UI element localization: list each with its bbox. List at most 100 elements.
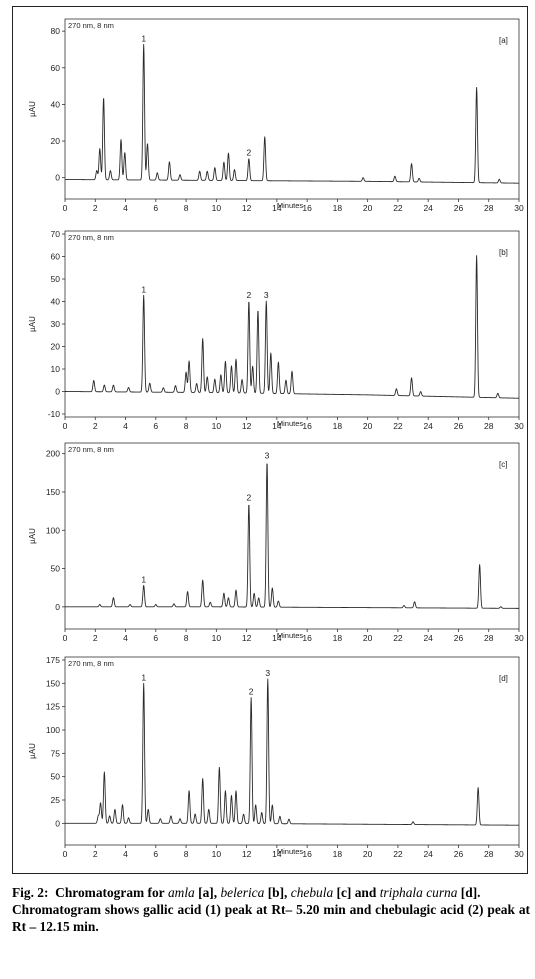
panel-3-x-tick-label: 4: [123, 633, 128, 643]
caption-label-a: [a],: [198, 885, 218, 900]
panel-3-y-tick-label: 100: [46, 525, 60, 535]
panel-1-x-tick-label: 6: [153, 203, 158, 213]
panel-4-panel-label: [d]: [499, 674, 508, 683]
panel-2-plot-frame: [64, 230, 520, 418]
panel-1-x-tick-label: 2: [93, 203, 98, 213]
panel-4-x-tick-label: 12: [242, 849, 252, 859]
panel-1-peak-label: 2: [247, 148, 252, 158]
panel-1-x-tick-label: 24: [423, 203, 433, 213]
panel-3-x-tick-label: 30: [514, 633, 524, 643]
panel-4-x-tick-label: 8: [184, 849, 189, 859]
panel-4-y-tick-label: 125: [46, 702, 60, 712]
caption-description: Chromatogram shows gallic acid (1) peak …: [12, 902, 530, 934]
panel-1-x-axis-label: Minutes: [277, 201, 304, 210]
panel-1-plot-frame: [64, 18, 520, 200]
panel-4-x-tick-label: 4: [123, 849, 128, 859]
panel-1-x-tick-label: 8: [184, 203, 189, 213]
panel-4-y-tick-label: 50: [51, 772, 61, 782]
panel-3-x-tick-label: 8: [184, 633, 189, 643]
panel-3-x-tick-label: 28: [484, 633, 494, 643]
panel-1-y-tick-label: 60: [51, 63, 61, 73]
panel-3-x-tick-label: 10: [212, 633, 222, 643]
panel-2-x-tick-label: 6: [153, 421, 158, 431]
panel-1-x-tick-label: 16: [302, 203, 312, 213]
panel-4-x-tick-label: 20: [363, 849, 373, 859]
panel-1-x-tick-label: 14: [272, 203, 282, 213]
panel-4-x-tick-label: 0: [63, 849, 68, 859]
figure-frame: 0 20 40 60 80 0 2 4 6 8 10 12 14 16 18 20 22 24 26 28 30 Minu…: [12, 6, 528, 874]
panel-4-y-tick-label: 100: [46, 725, 60, 735]
panel-4-y-axis-label: µAU: [28, 743, 37, 759]
panel-1-y-tick-label: 0: [55, 173, 60, 183]
panel-2-x-tick-label: 26: [454, 421, 464, 431]
panel-2-x-tick-label: 28: [484, 421, 494, 431]
panel-2-x-tick-label: 24: [423, 421, 433, 431]
panel-2-y-tick-label: 30: [51, 319, 61, 329]
panel-3-x-tick-label: 16: [302, 633, 312, 643]
panel-2-x-tick-label: 18: [333, 421, 343, 431]
panel-3-x-tick-label: 24: [423, 633, 433, 643]
panel-2-y-tick-label: 50: [51, 274, 61, 284]
panel-2-y-axis-label: µAU: [28, 316, 37, 332]
panel-1-panel-label: [a]: [499, 36, 508, 45]
panel-2-x-tick-label: 14: [272, 421, 282, 431]
panel-1-y-tick-label: 20: [51, 136, 61, 146]
panel-1-x-tick-label: 18: [333, 203, 343, 213]
panel-3-x-tick-label: 22: [393, 633, 403, 643]
panel-3-panel-label: [c]: [499, 460, 507, 469]
panel-2-x-tick-label: 12: [242, 421, 252, 431]
panel-4-x-tick-label: 14: [272, 849, 282, 859]
panel-4-x-tick-label: 6: [153, 849, 158, 859]
panel-2-x-tick-label: 8: [184, 421, 189, 431]
panel-2-y-tick-label: 0: [55, 387, 60, 397]
panel-2-chromatogram-trace: [64, 255, 520, 399]
panel-2-x-tick-label: 22: [393, 421, 403, 431]
caption-line1: Chromatogram for: [55, 885, 165, 900]
panel-2-y-tick-label: -10: [48, 409, 61, 419]
panel-1-x-tick-label: 20: [363, 203, 373, 213]
panel-1-x-tick-label: 4: [123, 203, 128, 213]
panel-2-x-tick-label: 4: [123, 421, 128, 431]
panel-1-chromatogram-trace: [64, 44, 520, 184]
caption-label-b: [b],: [267, 885, 288, 900]
panel-3-x-axis-label: Minutes: [277, 631, 304, 640]
caption-chebula: chebula: [290, 885, 334, 900]
caption-belerica: belerica: [220, 885, 265, 900]
panel-4-x-tick-label: 26: [454, 849, 464, 859]
panel-1-y-axis-label: µAU: [28, 101, 37, 117]
panel-4-y-tick-label: 175: [46, 655, 60, 665]
panel-3-annotation: 270 nm, 8 nm: [68, 445, 114, 454]
panel-4-y-tick-label: 25: [51, 795, 61, 805]
panel-4-x-tick-label: 10: [212, 849, 222, 859]
panel-4-y-tick-label: 0: [55, 818, 60, 828]
panel-4-x-tick-label: 24: [423, 849, 433, 859]
panel-2-peak-label: 2: [247, 290, 252, 300]
panel-1-peak-label: 1: [141, 33, 146, 43]
panel-3-x-tick-label: 18: [333, 633, 343, 643]
panel-3-y-axis-label: µAU: [28, 528, 37, 544]
panel-1-y-tick-label: 80: [51, 26, 61, 36]
panel-2-y-tick-label: 20: [51, 342, 61, 352]
panel-4-x-tick-label: 30: [514, 849, 524, 859]
panel-2-peak-label: 1: [141, 284, 146, 294]
panel-3-plot-frame: [64, 442, 520, 630]
panel-3-y-tick-label: 0: [55, 602, 60, 612]
panel-2-x-tick-label: 30: [514, 421, 524, 431]
panel-2-y-tick-label: 70: [51, 229, 61, 239]
panel-2-x-tick-label: 2: [93, 421, 98, 431]
panel-2-peak-label: 3: [264, 290, 269, 300]
panel-4-x-tick-label: 16: [302, 849, 312, 859]
panel-4-y-tick-label: 150: [46, 678, 60, 688]
panel-1-x-tick-label: 22: [393, 203, 403, 213]
panel-1-x-tick-label: 10: [212, 203, 222, 213]
panel-1-x-tick-label: 28: [484, 203, 494, 213]
panel-3-x-tick-label: 6: [153, 633, 158, 643]
panel-4-x-tick-label: 28: [484, 849, 494, 859]
figure-caption: Fig. 2: Chromatogram for amla [a], beler…: [12, 884, 530, 935]
panel-3-peak-label: 1: [141, 574, 146, 584]
panel-1-annotation: 270 nm, 8 nm: [68, 21, 114, 30]
panel-3-x-tick-label: 0: [63, 633, 68, 643]
panel-4-x-tick-label: 18: [333, 849, 343, 859]
panel-4-peak-label: 3: [265, 668, 270, 678]
